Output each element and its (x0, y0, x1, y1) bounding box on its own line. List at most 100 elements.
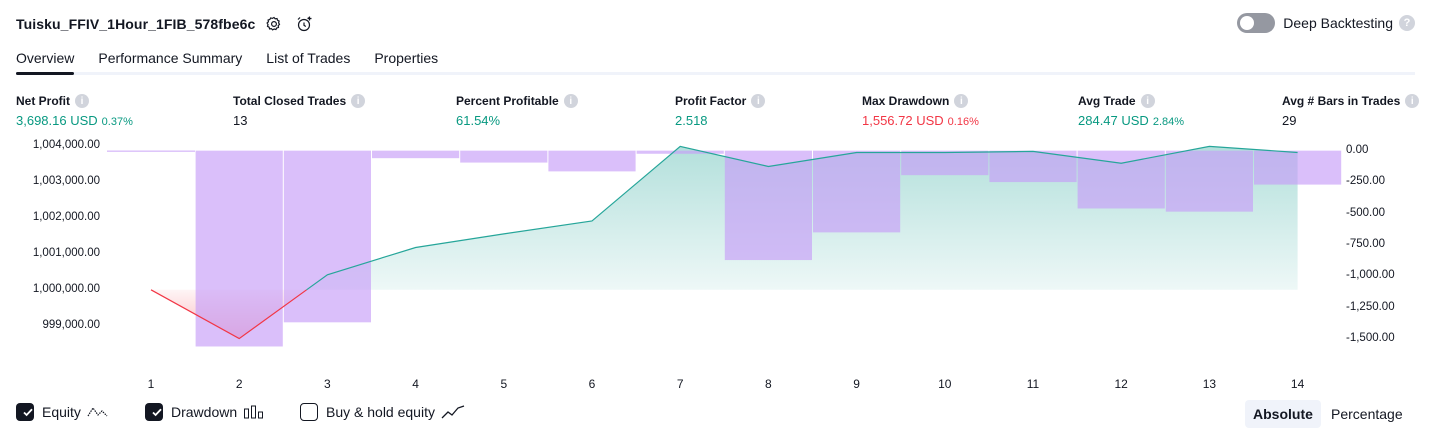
help-icon[interactable]: i (1140, 94, 1155, 108)
left-axis-tick: 1,003,000.00 (32, 175, 100, 188)
tab-performance-summary[interactable]: Performance Summary (98, 50, 243, 66)
metric-value: 284.47 USD (1078, 113, 1149, 128)
drawdown-bar (636, 150, 724, 154)
x-axis-tick: 2 (235, 377, 243, 391)
x-axis-tick: 10 (938, 377, 952, 391)
drawdown-bar (1165, 150, 1253, 212)
metric-total-closed-trades: Total Closed Trades i 13 (233, 94, 366, 128)
right-axis-tick: -1,250.00 (1346, 300, 1395, 313)
x-axis-tick: 14 (1290, 377, 1305, 391)
metric-percent-profitable: Percent Profitable i 61.54% (456, 94, 578, 128)
deep-backtesting-label: Deep Backtesting (1283, 15, 1393, 31)
equity-line-icon (87, 406, 108, 417)
legend-drawdown[interactable]: Drawdown (145, 403, 265, 421)
alert-add-icon[interactable] (293, 13, 315, 35)
legend-label: Equity (42, 404, 81, 420)
deep-backtesting-toggle[interactable] (1237, 13, 1276, 33)
settings-gear-icon[interactable] (263, 13, 285, 35)
help-icon[interactable]: i (75, 94, 89, 108)
drawdown-bars (107, 150, 1342, 347)
metric-profit-factor: Profit Factor i 2.518 (675, 94, 766, 128)
metric-label: Avg # Bars in Trades (1282, 94, 1401, 108)
help-icon[interactable]: i (751, 94, 766, 108)
metric-label: Total Closed Trades (233, 94, 347, 108)
legend-equity[interactable]: Equity (16, 403, 109, 421)
metric-percent: 0.16% (947, 116, 979, 128)
left-axis-tick: 999,000.00 (42, 318, 100, 331)
left-axis-tick: 1,004,000.00 (32, 139, 100, 152)
equity-line (150, 145, 1298, 340)
legend-label: Drawdown (171, 404, 238, 420)
metric-max-drawdown: Max Drawdown i 1,556.72 USD 0.16% (862, 94, 979, 128)
left-axis-tick: 1,001,000.00 (32, 246, 100, 259)
x-axis-tick: 6 (588, 377, 596, 391)
help-icon[interactable]: i (563, 94, 578, 108)
help-icon[interactable]: i (351, 94, 366, 108)
drawdown-bar (107, 150, 195, 152)
drawdown-bar (283, 150, 371, 323)
percentage-mode-button[interactable]: Percentage (1331, 406, 1403, 422)
drawdown-checkbox[interactable] (145, 403, 163, 421)
x-axis-tick: 8 (765, 377, 772, 391)
drawdown-bar (724, 150, 812, 261)
x-axis-tick: 5 (500, 377, 508, 391)
metric-label: Avg Trade (1078, 94, 1136, 108)
x-axis-tick: 3 (324, 377, 331, 391)
equity-line-below (150, 289, 307, 340)
metric-net-profit: Net Profit i 3,698.16 USD 0.37% (16, 94, 133, 128)
metric-label: Profit Factor (675, 94, 747, 108)
metric-avg-trade: Avg Trade i 284.47 USD 2.84% (1078, 94, 1184, 128)
metric-value: 3,698.16 USD (16, 113, 98, 128)
metric-value: 1,556.72 USD (862, 113, 944, 128)
right-axis-tick: -250.00 (1346, 175, 1386, 188)
drawdown-bar (1077, 150, 1165, 209)
metric-value: 2.518 (675, 113, 708, 128)
drawdown-bar (901, 150, 989, 176)
tab-properties[interactable]: Properties (374, 50, 439, 66)
drawdown-bar (548, 150, 636, 172)
x-axis-tick: 12 (1114, 377, 1128, 391)
tab-overview[interactable]: Overview (16, 44, 75, 75)
metric-label: Net Profit (16, 94, 70, 108)
metric-value: 61.54% (456, 113, 501, 128)
tab-bar: Overview Performance Summary List of Tra… (16, 44, 1415, 75)
drawdown-bar (1254, 150, 1342, 185)
right-axis-tick: 0.00 (1346, 143, 1369, 156)
left-axis-tick: 1,002,000.00 (32, 211, 100, 224)
help-icon[interactable]: ? (1399, 15, 1415, 31)
absolute-mode-button[interactable]: Absolute (1245, 400, 1321, 428)
buy-hold-line-icon (441, 405, 465, 419)
drawdown-bar (195, 150, 283, 347)
x-axis-tick: 4 (412, 377, 419, 391)
metric-value: 29 (1282, 113, 1297, 128)
legend-label: Buy & hold equity (326, 404, 435, 420)
metric-percent: 2.84% (1152, 116, 1185, 128)
metric-value: 13 (233, 113, 248, 128)
drawdown-bars-icon (244, 405, 264, 419)
strategy-title: Tuisku_FFIV_1Hour_1FIB_578fbe6c (16, 16, 256, 32)
equity-checkbox[interactable] (16, 403, 34, 421)
right-axis-tick: -750.00 (1346, 237, 1386, 250)
left-axis-tick: 1,000,000.00 (32, 282, 100, 295)
right-axis-tick: -1,000.00 (1346, 269, 1395, 282)
equity-line-above (306, 145, 1298, 291)
x-axis-tick: 7 (676, 377, 684, 391)
legend-buy-hold[interactable]: Buy & hold equity (300, 403, 465, 421)
right-axis-tick: -500.00 (1346, 206, 1386, 219)
tab-list-of-trades[interactable]: List of Trades (266, 50, 351, 66)
drawdown-bar (813, 150, 901, 233)
help-icon[interactable]: i (1405, 94, 1420, 108)
header: Tuisku_FFIV_1Hour_1FIB_578fbe6c (16, 10, 315, 38)
help-icon[interactable]: i (954, 94, 969, 108)
x-axis-tick: 11 (1026, 377, 1040, 391)
x-axis-tick: 13 (1202, 377, 1217, 391)
drawdown-bar (372, 150, 460, 159)
right-axis-tick: -1,500.00 (1346, 332, 1395, 345)
x-axis-tick: 1 (147, 377, 155, 391)
deep-backtesting-control: Deep Backtesting ? (1237, 13, 1415, 33)
metric-percent: 0.37% (101, 116, 133, 128)
buy-hold-checkbox[interactable] (300, 403, 318, 421)
metric-label: Percent Profitable (456, 94, 559, 108)
metric-avg-bars: Avg # Bars in Trades i 29 (1282, 94, 1420, 128)
